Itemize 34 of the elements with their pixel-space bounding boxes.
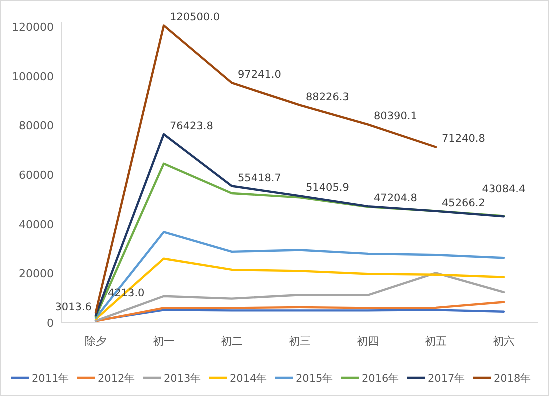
x-tick-label: 初五: [425, 335, 447, 348]
x-tick-label: 初六: [493, 335, 515, 348]
y-tick-label: 100000: [12, 70, 54, 84]
x-tick-label: 初三: [289, 335, 311, 348]
legend-label: 2013年: [164, 373, 202, 385]
legend-label: 2014年: [230, 373, 268, 385]
y-tick-label: 60000: [19, 168, 54, 182]
data-label: 45266.2: [442, 197, 486, 210]
y-tick-label: 40000: [19, 218, 54, 232]
legend-label: 2018年: [494, 373, 532, 385]
y-tick-label: 80000: [19, 120, 54, 133]
legend-label: 2012年: [98, 373, 136, 385]
x-tick-label: 初二: [221, 335, 243, 348]
data-label: 51405.9: [306, 182, 350, 194]
data-label: 120500.0: [170, 12, 220, 24]
data-label: 3013.6: [55, 302, 92, 314]
data-label: 43084.4: [482, 184, 526, 196]
legend-label: 2015年: [296, 373, 334, 385]
y-tick-label: 120000: [12, 20, 54, 34]
data-label: 76423.8: [170, 120, 214, 132]
y-tick-label: 0: [47, 317, 54, 330]
legend-label: 2016年: [362, 373, 400, 385]
x-tick-label: 初四: [357, 335, 379, 348]
data-label: 47204.8: [374, 192, 418, 205]
x-tick-label: 初一: [153, 335, 175, 348]
data-label: 97241.0: [238, 69, 282, 82]
data-label: 80390.1: [374, 110, 418, 123]
legend-label: 2017年: [428, 373, 466, 385]
data-label: 55418.7: [238, 172, 282, 184]
data-label: 71240.8: [442, 133, 486, 146]
legend-label: 2011年: [32, 373, 70, 385]
y-tick-label: 20000: [19, 268, 54, 281]
x-tick-label: 除夕: [85, 335, 107, 348]
data-label: 88226.3: [306, 91, 350, 104]
